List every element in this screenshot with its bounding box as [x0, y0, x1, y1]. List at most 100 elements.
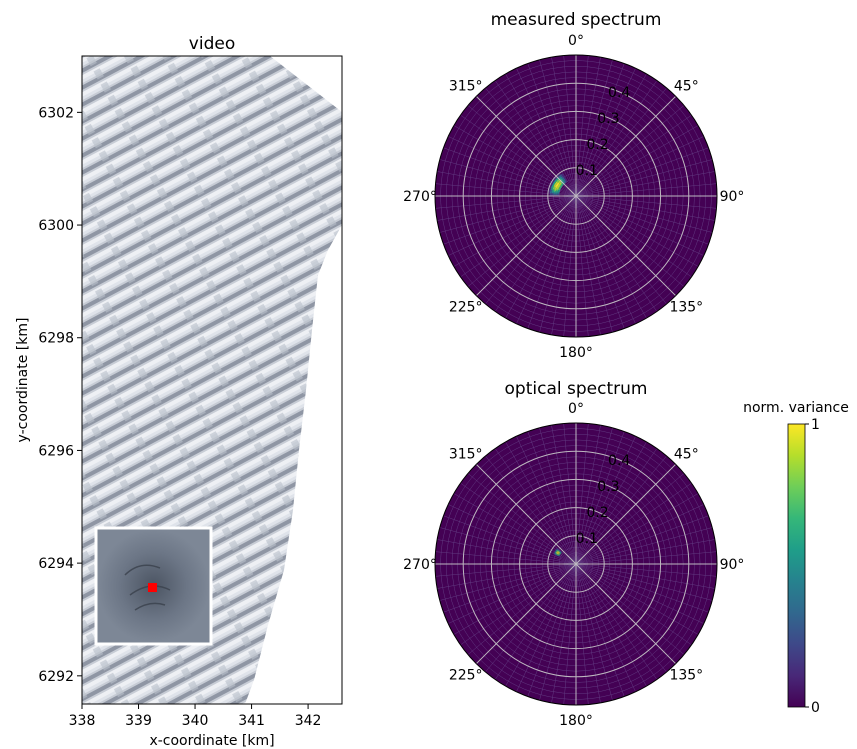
inset-marker	[148, 583, 157, 592]
polar-r-label: 0.2	[586, 505, 608, 521]
spectrum-cell	[554, 550, 556, 552]
spectrum-cell	[557, 193, 560, 196]
spectrum-cell	[559, 552, 561, 554]
spectrum-cell	[559, 551, 561, 553]
video-y-tick-label: 6300	[38, 218, 74, 234]
spectrum-cell	[555, 552, 558, 554]
spectrum-cell	[557, 182, 560, 185]
spectrum-cell	[556, 183, 559, 186]
video-xlabel: x-coordinate [km]	[149, 733, 274, 749]
spectrum-cell	[557, 549, 559, 551]
spectrum-cell	[554, 549, 557, 551]
spectrum-cell	[559, 186, 562, 189]
spectrum-cell	[555, 185, 558, 188]
spectrum-cell	[555, 550, 557, 552]
polar-major-grid	[435, 423, 717, 705]
spectrum-cell	[557, 548, 559, 550]
spectrum-cell	[557, 192, 560, 195]
spectrum-cell	[560, 551, 562, 553]
video-x-ticks: 338 339 340 341 342	[69, 704, 321, 729]
spectrum-cell	[558, 554, 560, 556]
colorbar-label: norm. variance	[743, 400, 849, 416]
polar-theta-label: 225°	[449, 299, 483, 315]
spectrum-cell	[555, 552, 557, 554]
spectrum-cell	[558, 552, 560, 554]
spectrum-cell	[555, 181, 558, 184]
spectrum-cell	[550, 186, 554, 189]
spectrum-cell	[558, 180, 561, 183]
spectrum-cell	[559, 551, 561, 553]
spectrum-cell	[556, 551, 558, 553]
polar-theta-label: 180°	[559, 345, 593, 361]
spectrum-cell	[549, 192, 552, 195]
polar-theta-label: 315°	[449, 447, 483, 463]
spectrum-cell	[556, 548, 559, 550]
spectrum-cell	[560, 184, 563, 187]
spectrum-cell	[553, 553, 556, 555]
spectrum-cell	[559, 185, 562, 188]
polar-r-label: 0.1	[576, 163, 598, 179]
spectrum-cell	[552, 182, 555, 186]
spectrum-cell	[558, 555, 560, 556]
spectrum-cell	[558, 548, 560, 550]
spectrum-cell	[557, 179, 560, 182]
polar-theta-label: 225°	[449, 667, 483, 683]
spectrum-cell	[559, 549, 561, 551]
polar-r-label: 0.2	[586, 137, 608, 153]
polar-r-label: 0.3	[597, 111, 619, 127]
spectrum-cell	[560, 551, 562, 553]
spectrum-cell	[561, 175, 564, 178]
video-x-tick-label: 339	[125, 713, 152, 729]
spectrum-cell	[551, 184, 555, 187]
spectrum-cell	[555, 192, 558, 194]
spectrum-cell	[557, 552, 559, 554]
spectrum-cell	[554, 188, 557, 191]
spectrum-cell	[555, 184, 559, 187]
spectrum-cell	[558, 555, 560, 557]
spectrum-cell	[554, 554, 557, 556]
spectrum-cell	[560, 550, 562, 552]
polar-frame	[434, 422, 718, 706]
inset-border	[94, 526, 213, 646]
polar-r-label: 0.4	[608, 453, 630, 469]
spectrum-cell	[560, 552, 562, 554]
spectrum-cell	[558, 552, 561, 554]
colorbar-gradient	[787, 423, 806, 708]
spectrum-cell	[558, 556, 560, 557]
spectrum-cell	[556, 188, 559, 191]
measured-spectrum-panel: measured spectrum 0.1 0.2 0.3 0.4 0° 45° 90° 13…	[403, 10, 744, 361]
spectrum-cell	[555, 193, 558, 195]
spectrum-cell	[558, 555, 560, 557]
spectrum-cell	[555, 548, 557, 550]
spectrum-cell	[559, 553, 561, 555]
spectrum-cell	[556, 554, 558, 556]
spectrum-cell	[560, 552, 562, 554]
spectrum-cell	[552, 552, 555, 554]
spectrum-cell	[555, 555, 558, 556]
spectrum-cell	[558, 550, 560, 552]
spectrum-cell	[556, 553, 559, 554]
spectrum-cell	[558, 550, 560, 552]
spectrum-cell	[551, 191, 554, 194]
video-y-tick-label: 6298	[38, 331, 74, 347]
spectrum-cell	[557, 189, 561, 192]
spectrum-cell	[556, 549, 558, 551]
spectrum-cell	[557, 552, 559, 554]
polar-r-label: 0.4	[608, 85, 630, 101]
spectrum-cell	[554, 189, 557, 192]
spectrum-cell	[553, 554, 555, 556]
spectrum-cell	[552, 187, 555, 190]
spectrum-cell	[554, 182, 558, 185]
spectrum-cell	[557, 185, 560, 188]
spectrum-cell	[556, 187, 559, 190]
spectrum-cell	[557, 550, 559, 552]
video-panel: video 338 339 340 341 342 6292 6294 6296 6298 63…	[15, 34, 343, 749]
spectrum-cell	[558, 553, 560, 554]
spectrum-cell	[561, 180, 564, 183]
spectrum-cell	[556, 551, 558, 553]
colorbar-max-label: 1	[811, 417, 820, 433]
spectrum-cell	[559, 174, 562, 178]
polar-theta-label: 315°	[449, 79, 483, 95]
polar-theta-label: 270°	[403, 189, 437, 205]
